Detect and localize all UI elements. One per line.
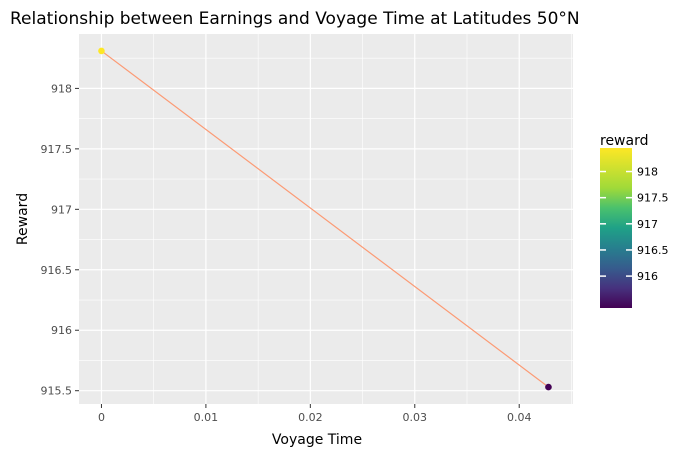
y-axis: 915.5 916 916.5 917 917.5 918 <box>41 82 79 398</box>
x-tick-label: 0.04 <box>507 411 532 424</box>
legend: reward 916 916.5 917 917.5 918 <box>600 133 669 308</box>
chart-title: Relationship between Earnings and Voyage… <box>10 9 580 29</box>
major-gridlines <box>79 34 573 404</box>
x-tick-label: 0 <box>98 411 105 424</box>
y-tick-label: 917.5 <box>41 143 73 156</box>
y-tick-label: 916.5 <box>41 264 73 277</box>
series-line <box>101 50 549 388</box>
colorbar-label: 918 <box>637 166 658 179</box>
colorbar-label: 917 <box>637 218 658 231</box>
y-axis-title: Reward <box>15 193 31 245</box>
colorbar-label: 916 <box>637 270 658 283</box>
y-tick-label: 918 <box>51 82 72 95</box>
x-tick-label: 0.02 <box>298 411 323 424</box>
legend-title: reward <box>600 133 649 149</box>
y-tick-label: 917 <box>51 203 72 216</box>
minor-gridlines <box>79 34 573 404</box>
data-point <box>98 47 105 55</box>
y-tick-label: 916 <box>51 324 72 337</box>
colorbar-label: 917.5 <box>637 192 669 205</box>
colorbar-label: 916.5 <box>637 244 669 257</box>
x-tick-label: 0.01 <box>194 411 219 424</box>
x-tick-label: 0.03 <box>403 411 428 424</box>
x-axis-title: Voyage Time <box>272 432 362 448</box>
y-tick-label: 915.5 <box>41 385 73 398</box>
x-axis: 0 0.01 0.02 0.03 0.04 <box>98 404 532 424</box>
data-point <box>545 383 552 391</box>
data-series <box>98 47 552 391</box>
colorbar-ticks: 916 916.5 917 917.5 918 <box>600 166 669 283</box>
colorbar <box>600 148 632 308</box>
